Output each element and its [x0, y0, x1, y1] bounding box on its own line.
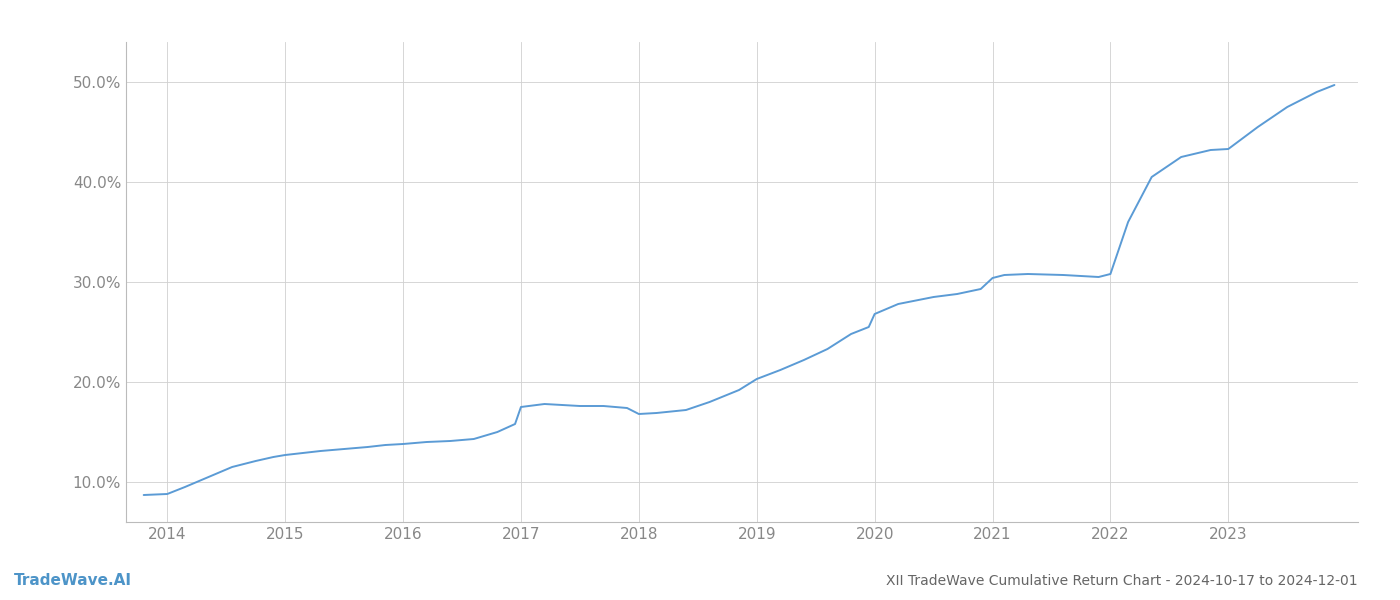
Text: TradeWave.AI: TradeWave.AI [14, 573, 132, 588]
Text: XII TradeWave Cumulative Return Chart - 2024-10-17 to 2024-12-01: XII TradeWave Cumulative Return Chart - … [886, 574, 1358, 588]
